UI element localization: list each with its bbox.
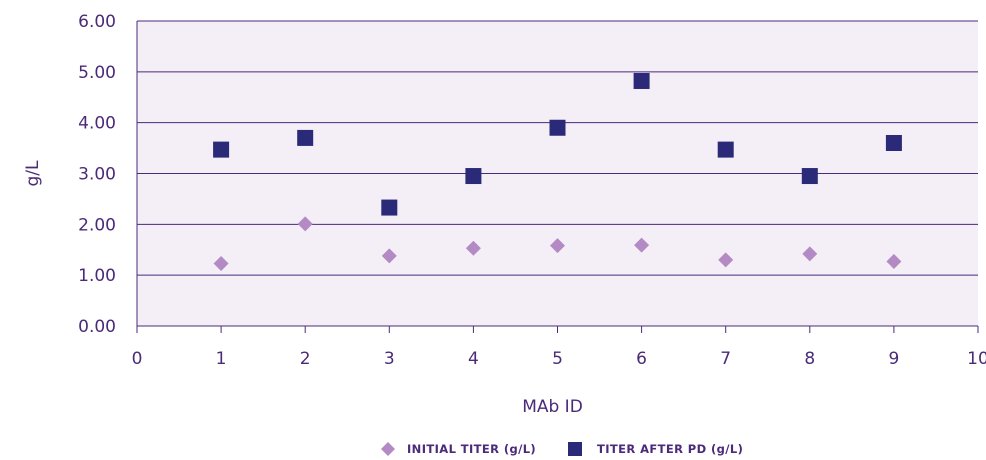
initial-titer-point — [802, 246, 818, 262]
y-tick-label: 4.00 — [78, 114, 116, 134]
titer-after-pd-point — [297, 129, 314, 146]
x-tick-label: 4 — [468, 349, 479, 369]
legend-square-marker — [568, 442, 582, 456]
y-tick-label: 3.00 — [78, 165, 116, 185]
initial-titer-point — [297, 216, 313, 232]
legend-item-initial-titer: INITIAL TITER (g/L) — [381, 442, 536, 456]
y-tick-label: 5.00 — [78, 63, 116, 83]
legend-label-titer-after-pd: TITER AFTER PD (g/L) — [597, 442, 743, 456]
x-tick-label: 3 — [384, 349, 395, 369]
titer-after-pd-point — [633, 72, 650, 89]
titer-after-pd-point — [549, 119, 566, 136]
x-axis-title: MAb ID — [522, 397, 583, 417]
titer-after-pd-point — [717, 141, 734, 158]
x-tick-label: 6 — [636, 349, 647, 369]
x-tick-label: 7 — [720, 349, 731, 369]
y-tick-label: 2.00 — [78, 215, 116, 235]
legend-diamond-marker — [381, 442, 395, 456]
initial-titer-point — [886, 253, 902, 269]
x-tick-label: 9 — [888, 349, 899, 369]
initial-titer-point — [465, 240, 481, 256]
titer-after-pd-point — [801, 168, 818, 185]
x-tick-label: 10 — [967, 349, 986, 369]
initial-titer-point — [634, 237, 650, 253]
y-tick-label: 0.00 — [78, 317, 116, 337]
legend: INITIAL TITER (g/L) TITER AFTER PD (g/L) — [381, 442, 743, 456]
x-tick-label: 5 — [552, 349, 563, 369]
axes — [136, 21, 979, 333]
x-tick-label: 2 — [300, 349, 311, 369]
initial-titer-point — [550, 238, 565, 254]
x-tick-label: 0 — [132, 349, 143, 369]
initial-titer-point — [213, 255, 229, 271]
legend-label-initial-titer: INITIAL TITER (g/L) — [407, 442, 536, 456]
initial-titer-point — [718, 252, 734, 268]
x-tick-label: 1 — [216, 349, 227, 369]
initial-titer-point — [381, 248, 397, 264]
titer-after-pd-point — [381, 199, 398, 216]
x-tick-label: 8 — [804, 349, 815, 369]
y-axis-title: g/L — [23, 160, 43, 187]
x-tick-labels: 0 1 2 3 4 5 6 7 8 9 10 — [132, 349, 986, 369]
data-points — [213, 72, 902, 271]
titer-after-pd-point — [885, 135, 902, 151]
titer-after-pd-point — [213, 141, 230, 158]
y-tick-label: 6.00 — [78, 12, 116, 32]
y-tick-labels: 0.00 1.00 2.00 3.00 4.00 5.00 6.00 — [78, 12, 116, 337]
y-tick-label: 1.00 — [78, 266, 116, 286]
titer-after-pd-point — [465, 168, 482, 185]
legend-item-titer-after-pd: TITER AFTER PD (g/L) — [568, 442, 743, 456]
